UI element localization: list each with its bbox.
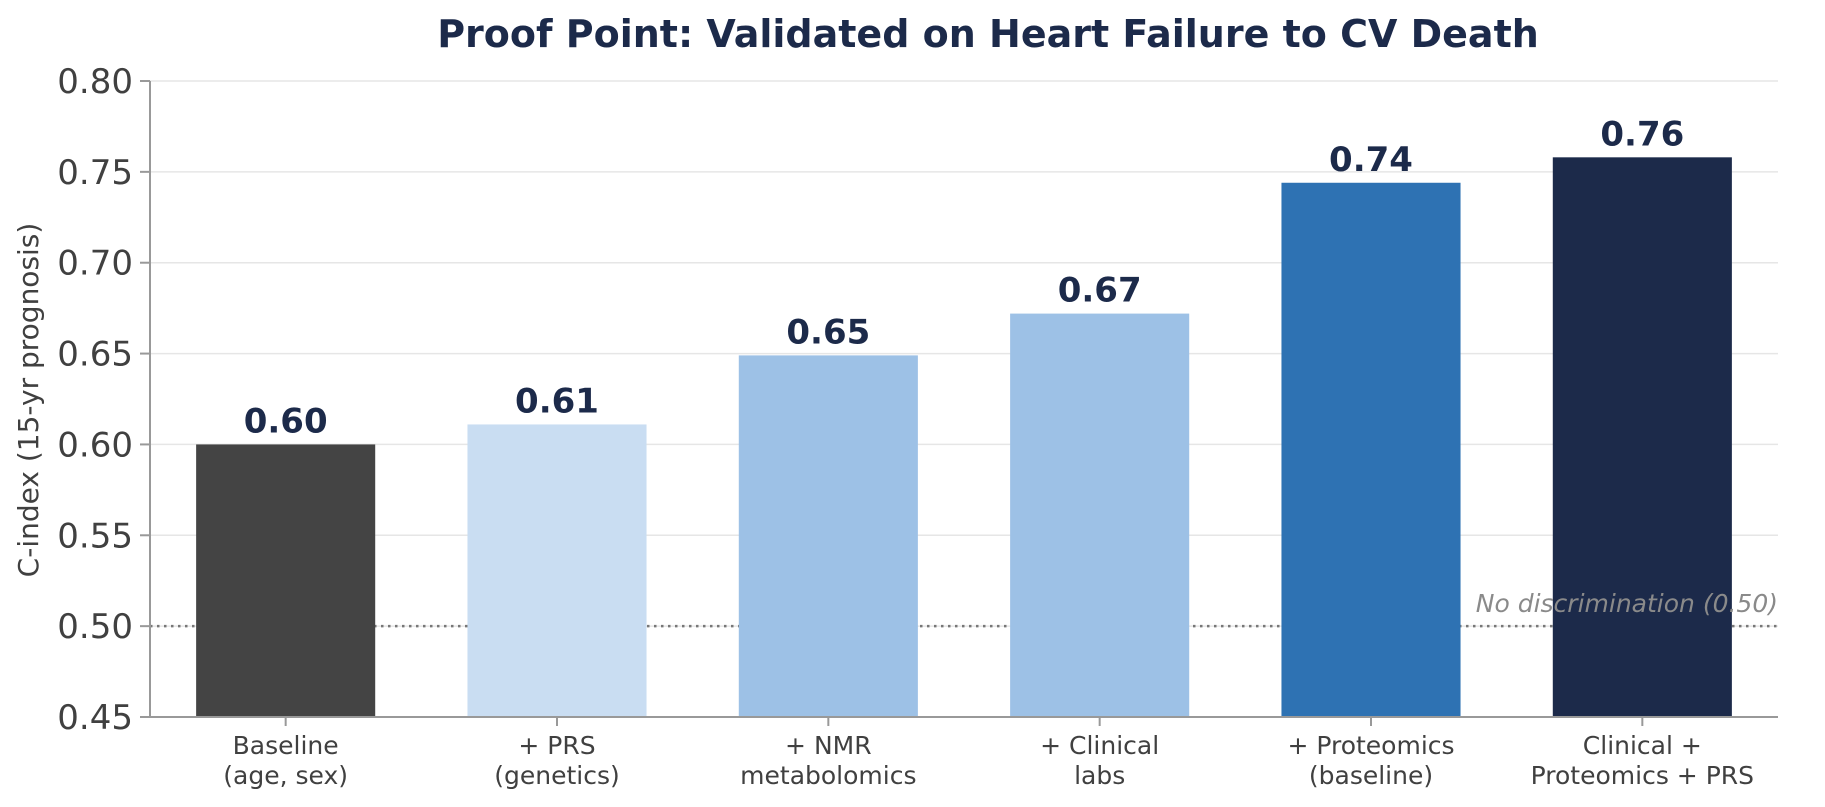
x-tick-label: + Clinical labs (1040, 731, 1159, 790)
bar-5 (1281, 182, 1461, 717)
grid-lines (150, 80, 1778, 627)
bars (196, 157, 1732, 717)
bar-1 (196, 444, 376, 717)
chart-title: Proof Point: Validated on Heart Failure … (437, 12, 1539, 56)
x-tick-label: + NMR metabolomics (740, 731, 916, 790)
axes (140, 80, 1778, 726)
data-label: 0.61 (515, 381, 599, 421)
y-tick-label: 0.80 (57, 62, 133, 102)
x-tick-label-line: Proteomics + PRS (1531, 761, 1754, 790)
bar-4 (1010, 313, 1190, 717)
x-tick-label: Clinical + Proteomics + PRS (1531, 731, 1754, 790)
bar-2 (467, 424, 647, 717)
y-tick-label: 0.75 (57, 153, 133, 193)
y-tick-label: 0.55 (57, 516, 133, 556)
x-tick-label-line: (genetics) (494, 761, 620, 790)
x-tick-label-line: (age, sex) (223, 761, 348, 790)
data-label: 0.74 (1329, 140, 1413, 180)
x-tick-label-line: + Proteomics (1287, 731, 1454, 760)
data-label: 0.60 (244, 401, 328, 441)
y-tick-label: 0.45 (57, 698, 133, 738)
x-tick-label-line: (baseline) (1309, 761, 1433, 790)
x-tick-label-line: metabolomics (740, 761, 916, 790)
x-tick-label-line: + PRS (518, 731, 595, 760)
y-axis-label: C-index (15-yr prognosis) (12, 223, 45, 578)
x-tick-label: Baseline (age, sex) (223, 731, 348, 790)
y-tick-label: 0.65 (57, 335, 133, 375)
labels: 0.45 0.50 0.55 0.60 0.65 0.70 0.75 0.80 0.60 Base… (57, 62, 1778, 790)
x-tick-label: + PRS (genetics) (494, 731, 620, 790)
y-tick-label: 0.70 (57, 244, 133, 284)
bar-3 (738, 355, 918, 717)
y-tick-label: 0.60 (57, 425, 133, 465)
data-label: 0.76 (1600, 114, 1684, 154)
x-tick-label-line: labs (1074, 761, 1125, 790)
x-tick-label: + Proteomics (baseline) (1287, 731, 1454, 790)
x-tick-label-line: Clinical + (1583, 731, 1702, 760)
reference-line-label: No discrimination (0.50) (1476, 589, 1778, 618)
x-tick-label-line: + Clinical (1040, 731, 1159, 760)
x-tick-label-line: Baseline (233, 731, 339, 760)
bar-6 (1552, 157, 1732, 717)
data-label: 0.67 (1058, 271, 1142, 311)
x-tick-label-line: + NMR (785, 731, 872, 760)
data-label: 0.65 (786, 312, 870, 352)
y-tick-label: 0.50 (57, 607, 133, 647)
